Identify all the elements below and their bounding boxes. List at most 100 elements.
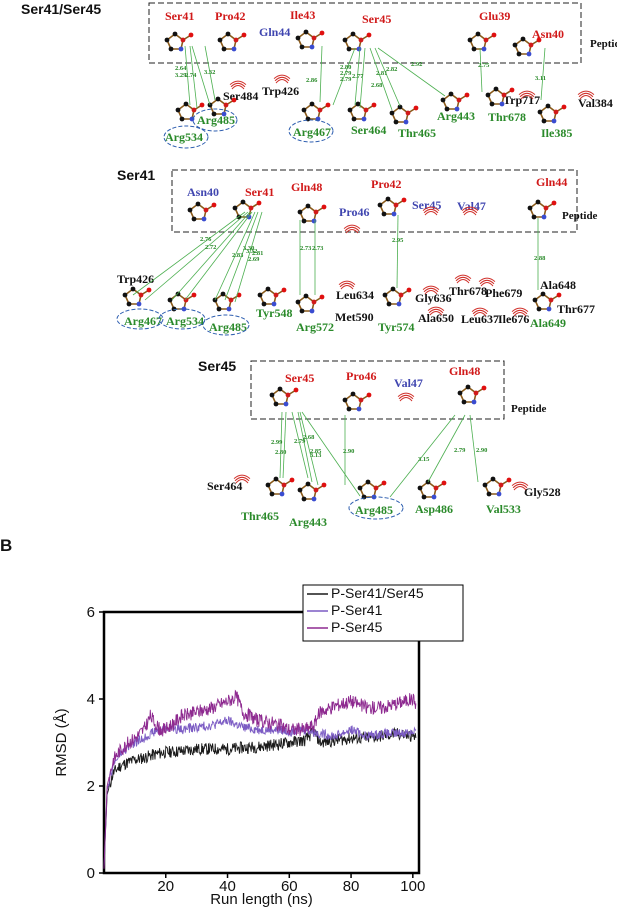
atom — [293, 387, 299, 393]
receptor-residue-label: Arg467 — [124, 314, 162, 328]
arc — [462, 208, 478, 214]
hydrophobic-contact-icon — [397, 392, 415, 402]
atom — [512, 42, 518, 48]
distance-label: 2.83 — [232, 252, 244, 259]
atom — [351, 116, 357, 122]
molecule-sketch — [175, 101, 205, 122]
receptor-residue-label: Ser464 — [351, 123, 386, 137]
atom — [393, 202, 399, 208]
hbond-line — [299, 411, 319, 486]
atom — [493, 86, 499, 92]
atom — [265, 482, 271, 488]
peptide-box — [250, 360, 505, 420]
arc — [455, 276, 471, 282]
atom — [311, 496, 317, 502]
receptor-residue-label: Ala649 — [530, 316, 566, 330]
atom — [358, 397, 364, 403]
atom — [265, 286, 271, 292]
atom — [301, 218, 307, 224]
atom — [401, 197, 407, 203]
receptor-residue-label: Trp426 — [117, 272, 154, 286]
molecule-sketch — [377, 196, 407, 217]
atom — [373, 485, 379, 491]
atom — [172, 31, 178, 37]
peptide-residue-label: Ser45 — [412, 198, 441, 212]
receptor-residue-label: Arg443 — [289, 515, 327, 529]
distance-label: 2.82 — [386, 66, 397, 73]
molecule-sketch — [212, 291, 242, 312]
distance-label: 2.90 — [476, 447, 487, 454]
x-tick-label: 40 — [219, 878, 236, 895]
receptor-residue-label: Ser464 — [207, 479, 242, 493]
atom — [398, 292, 404, 298]
atom — [321, 482, 327, 488]
hbond-line — [359, 47, 366, 109]
y-tick-label: 4 — [87, 691, 95, 708]
atom — [405, 110, 411, 116]
peptide-residue-label: Gln44 — [259, 25, 290, 39]
atom — [355, 101, 361, 107]
molecule-sketch — [382, 286, 412, 307]
atom — [211, 111, 217, 117]
atom — [167, 297, 173, 303]
distance-label: 2.88 — [534, 255, 546, 262]
receptor-residue-label: Leu634 — [336, 288, 374, 302]
distance-label: 2.81 — [252, 250, 263, 257]
atom — [225, 31, 231, 37]
atom — [371, 102, 377, 108]
hbond-line — [301, 411, 361, 497]
arc — [512, 483, 528, 489]
arc — [461, 206, 479, 211]
receptor-residue-label: Val384 — [578, 96, 613, 110]
atom — [366, 392, 372, 398]
atom — [520, 36, 526, 42]
atom — [301, 107, 307, 113]
atom — [386, 301, 392, 307]
hbond-line — [389, 414, 456, 498]
arc — [424, 290, 438, 295]
hydrophobic-contact-icon — [518, 90, 536, 100]
receptor-residue-label: Val533 — [486, 502, 521, 516]
distance-label: 3.29 — [175, 72, 187, 79]
atom — [553, 109, 559, 115]
molecule-sketch — [389, 104, 419, 125]
receptor-residue-label: Gly528 — [524, 485, 561, 499]
hydrophobic-contact-icon — [471, 307, 489, 317]
atom — [305, 203, 311, 209]
atom — [295, 35, 301, 41]
atom — [342, 397, 348, 403]
molecule-sketch — [440, 91, 470, 112]
atom — [465, 384, 471, 390]
distance-label: 2.72 — [205, 244, 216, 251]
atom — [342, 37, 348, 43]
atom — [126, 301, 132, 307]
atom — [313, 487, 319, 493]
peptide-residue-label: Gln48 — [449, 364, 480, 378]
atom — [191, 216, 197, 222]
hbond-line — [224, 211, 259, 301]
hydrophobic-contact-icon — [461, 206, 479, 216]
atom — [183, 297, 189, 303]
panel-letter: B — [0, 536, 12, 555]
atom — [191, 292, 197, 298]
atom — [528, 42, 534, 48]
atom — [413, 105, 419, 111]
distance-label: 2.69 — [248, 256, 260, 263]
molecule-sketch — [482, 476, 512, 497]
atom — [164, 37, 170, 43]
atom — [299, 44, 305, 50]
receptor-residue-label: Gly636 — [415, 291, 452, 305]
atom — [223, 102, 229, 108]
peptide-box — [171, 169, 578, 233]
atom — [482, 482, 488, 488]
y-tick-label: 0 — [87, 865, 95, 882]
hydrophobic-contact-icon — [422, 285, 440, 295]
highlight-ellipse — [202, 314, 250, 336]
atom — [496, 491, 502, 497]
molecule-sketch — [295, 29, 325, 50]
receptor-residue-label: Ile676 — [498, 312, 529, 326]
peptide-residue-label: Pro46 — [346, 369, 376, 383]
molecule-sketch — [347, 101, 377, 122]
